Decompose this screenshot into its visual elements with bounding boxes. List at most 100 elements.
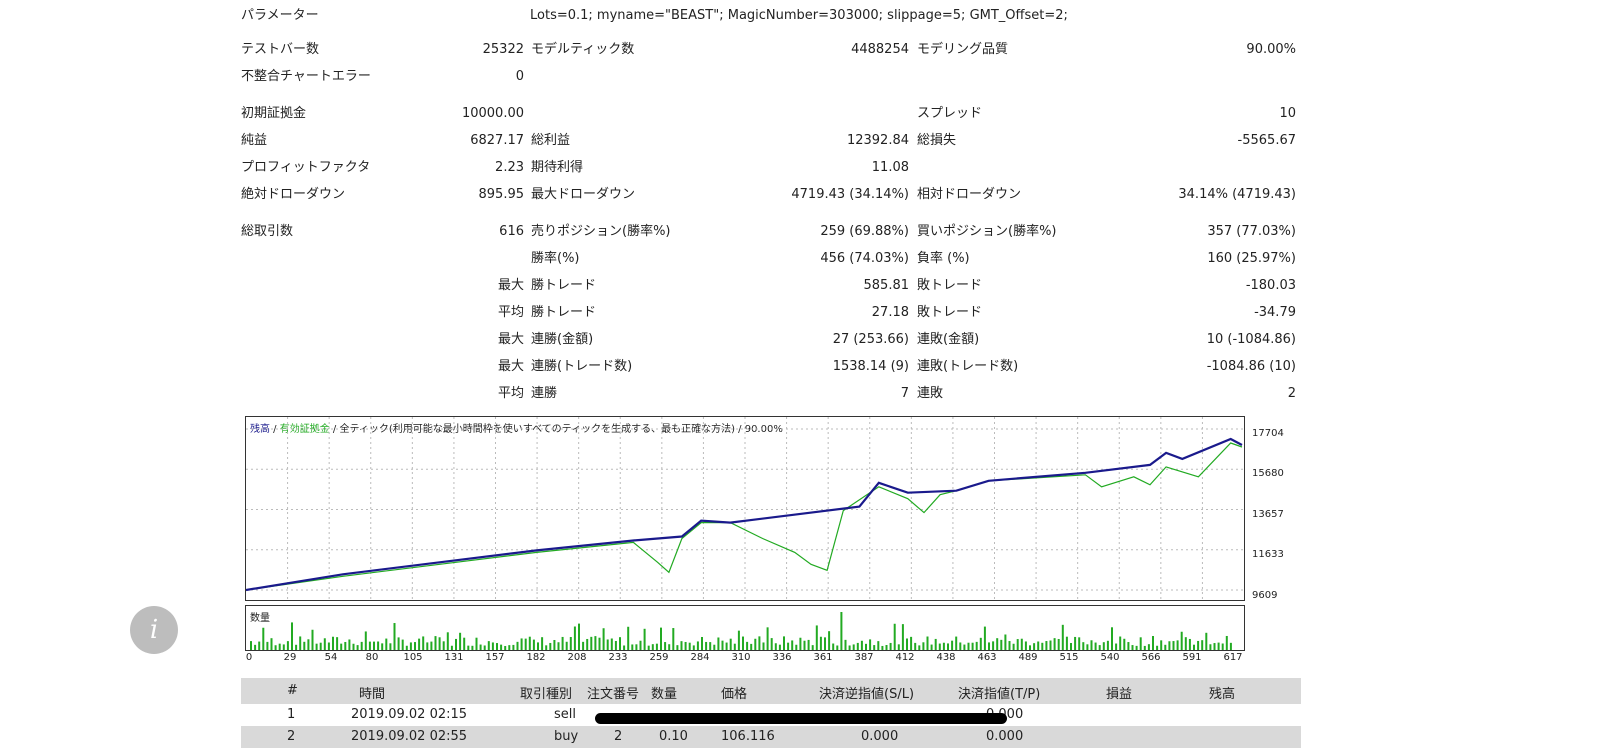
volume-bar	[684, 641, 687, 650]
volume-bar	[487, 641, 490, 650]
volume-bar	[1131, 645, 1134, 650]
summary-cell: 6827.17	[470, 133, 524, 148]
volume-bar	[1152, 636, 1154, 650]
y-tick-label: 17704	[1252, 428, 1284, 439]
volume-bar	[368, 641, 371, 650]
volume-bar	[1106, 640, 1109, 650]
volume-bar	[1094, 642, 1097, 650]
volume-bar	[381, 643, 384, 650]
volume-bar	[713, 644, 716, 650]
volume-bar	[1029, 645, 1031, 650]
legend-quality: / 90.00%	[734, 424, 783, 435]
volume-bar	[893, 623, 896, 650]
x-tick-label: 0	[245, 652, 253, 663]
volume-bar	[889, 642, 892, 650]
volume-bar	[356, 645, 359, 650]
volume-bar	[569, 637, 572, 650]
volume-bar	[832, 643, 835, 650]
volume-bar	[446, 632, 449, 650]
volume-bar	[688, 642, 691, 650]
table-cell: 2019.09.02 02:15	[351, 707, 468, 722]
summary-cell: 895.95	[478, 187, 525, 202]
table-cell: 2019.09.02 02:55	[351, 729, 468, 744]
volume-bar	[979, 637, 982, 650]
volume-bar	[906, 638, 908, 650]
summary-cell: 初期証拠金	[241, 106, 307, 121]
summary-cell: テストバー数	[241, 42, 320, 57]
volume-bar	[352, 643, 355, 650]
summary-cell: 7	[900, 386, 909, 401]
volume-bar	[291, 622, 293, 650]
volume-bar	[918, 645, 921, 650]
info-icon[interactable]: i	[130, 606, 178, 654]
volume-bar	[520, 638, 523, 650]
summary-cell: 買いポジション(勝率%)	[917, 224, 1057, 239]
volume-bar	[1217, 642, 1220, 650]
volume-bar	[778, 644, 781, 650]
volume-bar	[758, 636, 761, 650]
volume-chart-plot	[250, 612, 1232, 650]
volume-bar	[1176, 640, 1179, 650]
volume-bar	[327, 642, 330, 650]
column-header: 決済逆指値(S/L)	[819, 687, 915, 702]
volume-bar	[467, 645, 470, 650]
summary-cell: 34.14% (4719.43)	[1178, 187, 1296, 202]
volume-bar	[811, 645, 814, 650]
parameter-label: パラメーター	[241, 8, 319, 23]
volume-bar	[573, 626, 576, 650]
volume-bar	[373, 641, 375, 650]
volume-bar	[1012, 643, 1015, 650]
volume-bar	[787, 642, 790, 650]
summary-cell: 10 (-1084.86)	[1206, 332, 1296, 347]
volume-bar	[266, 641, 269, 650]
volume-bar	[274, 645, 277, 650]
volume-bar	[696, 641, 699, 650]
table-cell: 0.000	[861, 729, 899, 744]
volume-bar	[819, 636, 822, 650]
volume-bar	[639, 640, 642, 650]
volume-chart: 数量	[245, 605, 1245, 651]
volume-bar	[1123, 638, 1126, 650]
y-tick-label: 13657	[1252, 509, 1284, 520]
column-header: 決済指値(T/P)	[958, 687, 1041, 702]
summary-cell: プロフィットファクタ	[241, 160, 371, 175]
volume-bar	[774, 643, 777, 650]
volume-bar	[606, 639, 609, 650]
volume-bar	[598, 637, 601, 650]
volume-bar	[1065, 636, 1068, 650]
summary-cell: 連勝	[531, 386, 558, 401]
volume-bar	[881, 645, 884, 650]
volume-bar	[852, 644, 855, 650]
volume-bar	[1229, 642, 1232, 650]
x-tick-label: 387	[854, 652, 874, 663]
volume-bar	[963, 644, 966, 650]
x-tick-label: 29	[283, 652, 297, 663]
volume-bar	[897, 644, 900, 650]
x-tick-label: 54	[324, 652, 338, 663]
trade-table-header: # 時間 取引種別 注文番号 数量 価格 決済逆指値(S/L) 決済指値(T/P) 損益 残高	[241, 678, 1301, 704]
volume-bar	[623, 645, 626, 650]
x-tick-label: 438	[936, 652, 956, 663]
volume-bar	[479, 644, 482, 650]
x-tick-label: 617	[1223, 652, 1243, 663]
summary-cell: 売りポジション(勝率%)	[531, 224, 671, 239]
summary-cell: 平均	[497, 305, 524, 320]
summary-cell: 平均	[497, 386, 524, 401]
volume-bar	[901, 624, 904, 650]
summary-cell: 最大	[497, 278, 524, 293]
volume-bar	[1221, 643, 1224, 650]
volume-bar	[1209, 644, 1212, 650]
volume-bar	[565, 641, 568, 650]
y-tick-label: 15680	[1252, 468, 1284, 479]
volume-bar	[1184, 637, 1187, 650]
volume-bar	[459, 632, 462, 650]
summary-cell: 4488254	[851, 42, 909, 57]
table-row[interactable]: 2 2019.09.02 02:55 buy 2 0.10 106.116 0.000 0.0…	[241, 726, 1301, 748]
volume-bar	[401, 639, 404, 650]
volume-bar	[1041, 642, 1044, 650]
summary-cell: 総損失	[917, 133, 957, 148]
volume-bar	[278, 643, 281, 650]
volume-bar	[385, 638, 388, 650]
summary-cell: 0	[515, 69, 524, 84]
volume-bar	[717, 637, 720, 650]
